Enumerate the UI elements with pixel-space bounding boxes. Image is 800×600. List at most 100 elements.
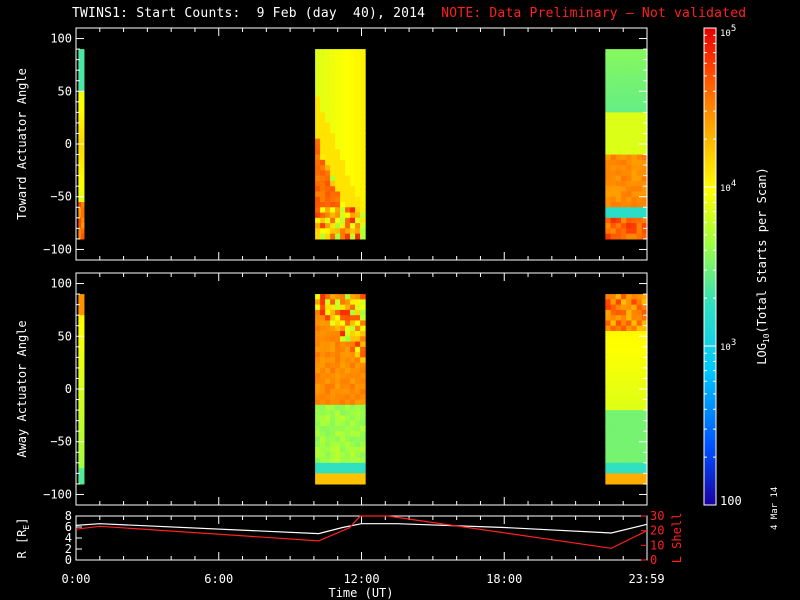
heat-cell (330, 410, 336, 416)
heat-cell (330, 320, 336, 327)
heat-cell (320, 212, 326, 219)
heat-cell (330, 336, 336, 343)
heat-cell (615, 336, 622, 343)
heat-cell (605, 202, 612, 208)
heat-cell (345, 86, 351, 92)
heat-cell (325, 357, 331, 364)
heat-cell (631, 399, 638, 406)
heat-cell (81, 175, 85, 182)
heat-cell (335, 415, 341, 422)
heat-cell (340, 468, 346, 474)
heat-cell (335, 410, 341, 416)
heat-cell (340, 59, 346, 66)
heat-cell (320, 54, 326, 61)
heat-cell (626, 191, 632, 198)
heat-cell (78, 86, 82, 92)
heat-cell (330, 212, 336, 219)
heat-cell (610, 75, 617, 82)
heat-cell (340, 212, 346, 219)
heat-cell (626, 80, 632, 87)
heat-cell (641, 191, 648, 198)
heat-cell (335, 352, 341, 358)
heat-cell (325, 217, 331, 224)
heat-cell (81, 431, 85, 438)
heat-cell (605, 212, 612, 219)
heat-cell (340, 478, 346, 485)
heat-cell (355, 425, 361, 432)
heat-cell (350, 420, 356, 427)
heat-cell (360, 315, 366, 322)
heat-cell (81, 304, 85, 311)
heat-cell (78, 149, 82, 156)
heat-cell (641, 149, 648, 156)
heat-cell (605, 165, 612, 171)
heat-cell (631, 420, 638, 427)
heat-cell (605, 149, 612, 156)
heat-cell (636, 404, 643, 411)
heat-cell (345, 49, 351, 55)
heat-cell (355, 186, 361, 193)
heat-cell (641, 383, 648, 390)
heat-cell (620, 112, 627, 119)
heat-cell (345, 404, 351, 411)
heat-cell (315, 452, 321, 459)
heat-cell (345, 75, 351, 82)
heat-cell (610, 436, 617, 443)
heat-cell (330, 315, 336, 322)
heat-cell (626, 122, 632, 129)
heat-cell (355, 64, 361, 71)
heat-cell (605, 404, 612, 411)
heat-cell (78, 196, 82, 203)
heat-cell (615, 112, 622, 119)
heat-cell (340, 309, 346, 316)
heat-cell (335, 154, 341, 161)
heat-cell (350, 394, 356, 401)
heat-cell (641, 96, 648, 103)
heat-cell (335, 325, 341, 332)
heat-cell (355, 404, 361, 411)
heat-cell (340, 117, 346, 124)
heat-cell (350, 101, 356, 108)
heat-cell (610, 149, 617, 156)
heat-cell (345, 441, 351, 448)
heat-cell (325, 128, 331, 135)
heat-cell (315, 309, 321, 316)
heat-cell (360, 420, 366, 427)
heat-cell (610, 325, 617, 332)
heat-cell (335, 217, 341, 224)
heat-cell (350, 341, 356, 348)
heat-cell (641, 70, 648, 77)
heat-cell (360, 122, 366, 129)
heat-cell (350, 175, 356, 182)
heat-cell (335, 309, 341, 316)
heat-cell (615, 320, 622, 327)
heat-cell (325, 299, 331, 306)
heat-cell (78, 64, 82, 71)
heat-cell (78, 452, 82, 459)
heat-cell (610, 331, 617, 337)
heat-cell (315, 133, 321, 140)
heat-cell (636, 457, 643, 464)
heat-cell (636, 54, 643, 61)
heat-cell (605, 70, 612, 77)
heat-cell (355, 49, 361, 55)
heat-cell (610, 207, 617, 214)
heat-cell (325, 233, 331, 240)
heat-cell (360, 294, 366, 300)
heat-cell (78, 59, 82, 66)
heat-cell (78, 436, 82, 443)
heat-cell (615, 452, 622, 459)
heat-cell (350, 425, 356, 432)
heat-cell (320, 436, 326, 443)
heat-cell (360, 383, 366, 390)
heat-cell (636, 196, 643, 203)
heat-cell (320, 404, 326, 411)
heat-cell (315, 233, 321, 240)
heat-cell (355, 165, 361, 171)
heat-cell (325, 325, 331, 332)
heat-cell (615, 394, 622, 401)
heat-cell (626, 352, 632, 358)
heat-cell (345, 341, 351, 348)
heat-cell (340, 394, 346, 401)
heat-cell (350, 436, 356, 443)
